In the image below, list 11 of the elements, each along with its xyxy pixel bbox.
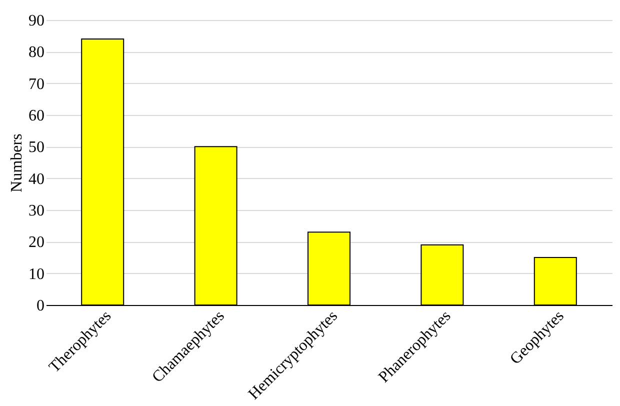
y-tick-label: 80 [28,44,44,62]
y-tick-label: 30 [28,202,44,220]
y-tick-label: 0 [36,298,44,314]
y-tick-label: 70 [28,76,44,93]
y-tick-label: 10 [28,266,44,283]
y-tick-label: 40 [28,170,44,188]
y-tick-label: 90 [28,12,44,30]
y-axis-title: Numbers [8,134,26,192]
y-tick-label: 60 [28,108,44,124]
y-tick-label: 50 [28,139,44,156]
y-tick-label: 20 [28,234,44,252]
